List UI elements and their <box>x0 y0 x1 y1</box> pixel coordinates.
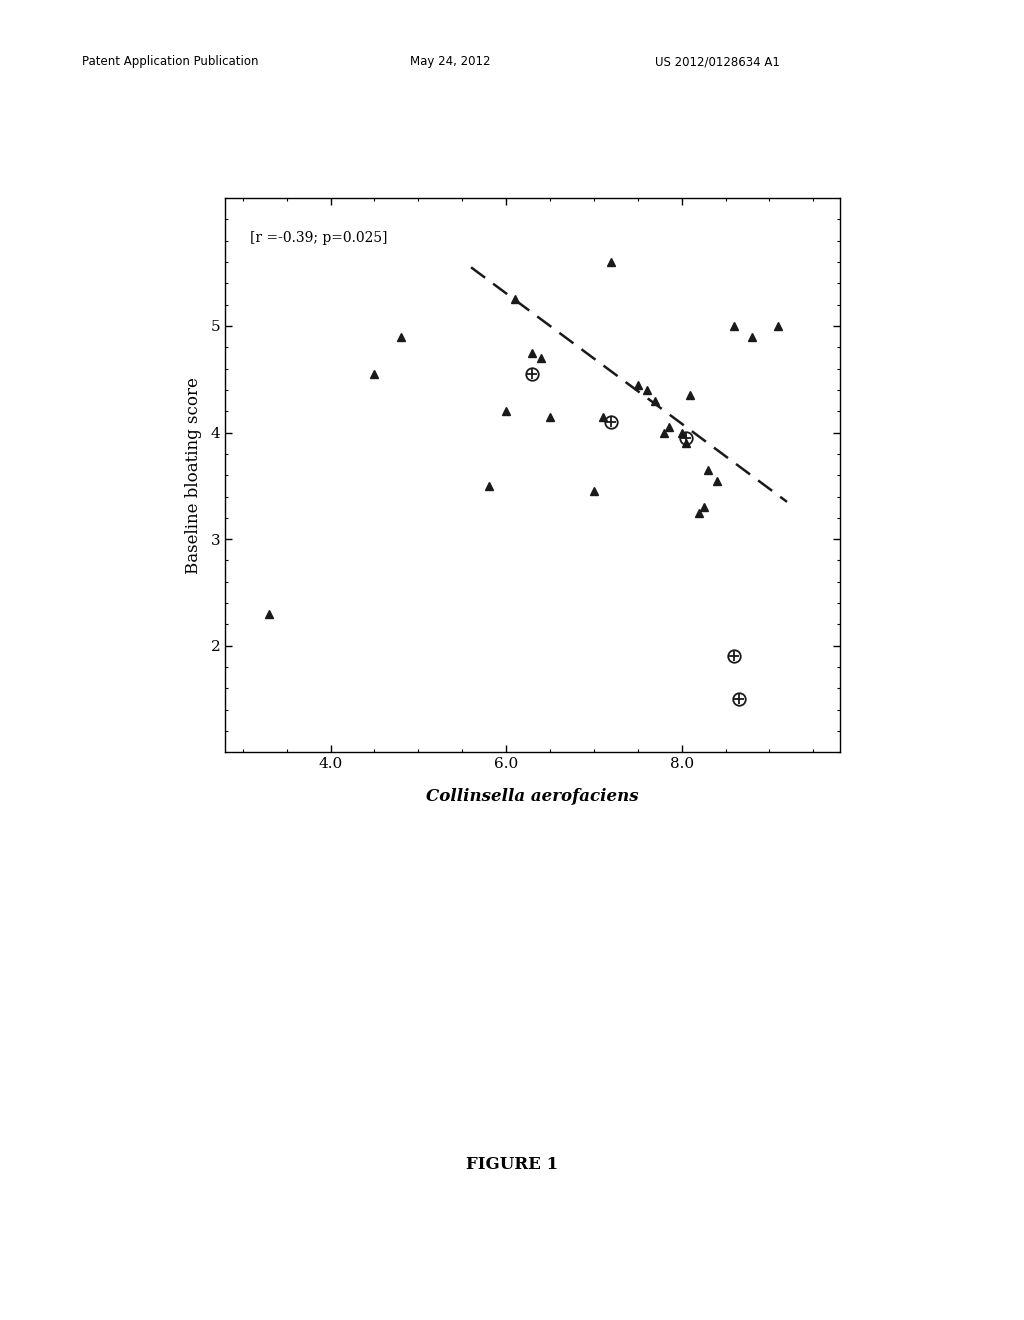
Text: Collinsella aerofaciens: Collinsella aerofaciens <box>426 788 639 805</box>
Text: [r =-0.39; p=0.025]: [r =-0.39; p=0.025] <box>250 231 387 246</box>
Text: Patent Application Publication: Patent Application Publication <box>82 55 258 69</box>
Text: FIGURE 1: FIGURE 1 <box>466 1156 558 1172</box>
Text: US 2012/0128634 A1: US 2012/0128634 A1 <box>655 55 780 69</box>
Text: May 24, 2012: May 24, 2012 <box>410 55 490 69</box>
Y-axis label: Baseline bloating score: Baseline bloating score <box>185 376 203 574</box>
